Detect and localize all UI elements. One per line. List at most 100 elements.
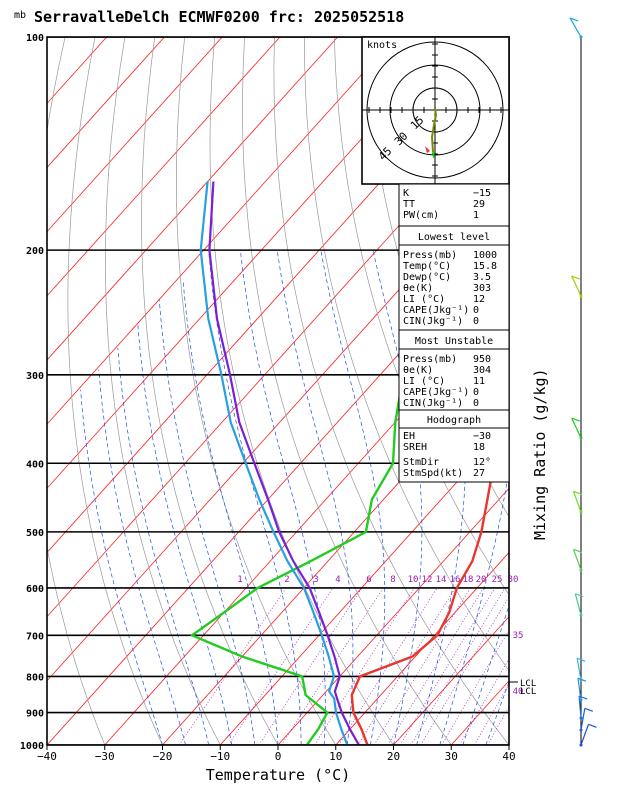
mixing-ratio-label: 12 (422, 575, 433, 585)
wind-barb (580, 724, 590, 746)
pressure-tick-label: 800 (26, 672, 44, 683)
moist-adiabat (372, 250, 423, 745)
stat-value: 0 (473, 387, 479, 398)
stat-key: Press(mb) (403, 354, 457, 365)
mixing-ratio-label: 3 (313, 575, 318, 585)
stat-value: 3.5 (473, 272, 491, 283)
isotherm-line (393, 616, 509, 745)
dry-adiabat (333, 37, 509, 596)
stat-key: LI (°C) (403, 294, 445, 305)
stat-key: CIN(Jkg⁻¹) (403, 316, 463, 327)
moist-adiabat (208, 250, 302, 745)
wind-barb-flag (573, 490, 582, 495)
stat-key: PW(cm) (403, 210, 439, 221)
wind-barb-dot (579, 35, 583, 39)
lcl-label: LCL (520, 687, 536, 697)
x-tick-label: −30 (95, 750, 115, 763)
mixing-ratio-line (373, 587, 471, 745)
hodograph-trace-lower (432, 151, 435, 159)
pressure-tick-label: 600 (26, 584, 44, 595)
wind-barb-dot (579, 698, 583, 702)
x-tick-label: −20 (153, 750, 173, 763)
wind-barb-dot (579, 436, 583, 440)
isotherm-line (219, 423, 509, 745)
wind-barb-dot (579, 294, 583, 298)
mixing-ratio-line (387, 587, 484, 745)
dry-adiabat (574, 37, 618, 745)
wind-barb-dot (579, 510, 583, 514)
mixing-ratio-label: 10 (408, 575, 419, 585)
wind-barb (576, 658, 582, 681)
mixing-ratio-label: 2 (284, 575, 289, 585)
section-header: Lowest level (418, 232, 490, 243)
pressure-tick-label: 500 (26, 528, 44, 539)
x-tick-label: 40 (502, 750, 515, 763)
pressure-tick-label: 300 (26, 371, 44, 382)
stat-value: 303 (473, 283, 491, 294)
moist-adiabat (98, 369, 186, 745)
wind-barb-flag (588, 723, 597, 728)
mixing-ratio-label: 20 (476, 575, 487, 585)
stat-value: 12 (473, 294, 485, 305)
wind-barb-dot (579, 568, 583, 572)
stat-value: 304 (473, 365, 491, 376)
moist-adiabat (158, 299, 256, 745)
mixing-ratio-line (459, 658, 509, 745)
wind-barb-dot (579, 716, 583, 720)
stat-key: StmSpd(kt) (403, 468, 463, 479)
wind-barb-dot (579, 743, 583, 747)
dry-adiabat (67, 37, 163, 745)
wind-barb (572, 549, 582, 571)
mixing-ratio-line (420, 596, 509, 745)
mixing-ratio-label: 18 (463, 575, 474, 585)
dry-adiabat (105, 37, 221, 745)
stat-value: 0 (473, 316, 479, 327)
x-tick-label: −40 (37, 750, 57, 763)
mixing-ratio-line (487, 706, 509, 745)
wind-barb (569, 17, 582, 38)
stat-key: Temp(°C) (403, 261, 451, 272)
dry-adiabat (47, 37, 106, 745)
pressure-tick-label: 200 (26, 246, 44, 257)
wind-barb (571, 417, 582, 439)
pressure-tick-label: 700 (26, 631, 44, 642)
mixing-ratio-line (441, 629, 509, 745)
stat-key: CAPE(Jkg⁻¹) (403, 387, 469, 398)
mixing-ratio-line (178, 587, 287, 745)
isotherm-line (47, 37, 454, 489)
isotherm-line (47, 37, 165, 169)
pressure-tick-label: 100 (26, 33, 44, 44)
stat-value: 18 (473, 442, 485, 453)
stat-value: 0 (473, 398, 479, 409)
isotherm-line (47, 37, 396, 425)
moist-adiabat (137, 324, 233, 745)
hodograph-trace (430, 107, 438, 153)
stat-value: 1000 (473, 250, 497, 261)
mixing-ratio-line (338, 587, 438, 745)
stat-value: 1 (473, 210, 479, 221)
isotherm-line (47, 37, 338, 361)
stat-value: −15 (473, 188, 491, 199)
mixing-ratio-label: 25 (492, 575, 503, 585)
mixing-ratio-label: 4 (335, 575, 340, 585)
x-tick-label: 10 (329, 750, 342, 763)
chart-title: SerravalleDelCh ECMWF0200 frc: 202505251… (34, 8, 404, 26)
stat-value: 29 (473, 199, 485, 210)
moist-adiabat (117, 347, 210, 745)
x-axis-label: Temperature (°C) (206, 766, 351, 784)
isotherm-line (47, 37, 281, 297)
stat-value: 15.8 (473, 261, 497, 272)
moist-adiabat (320, 250, 386, 745)
y-axis-unit-label: mb (14, 10, 26, 21)
dry-adiabat (273, 37, 509, 745)
stat-key: K (403, 188, 409, 199)
mixing-ratio-label: 35 (513, 631, 524, 641)
dry-adiabat (604, 37, 618, 745)
isotherm-line (47, 37, 223, 233)
mixing-ratio-label: 16 (450, 575, 461, 585)
pressure-tick-label: 1000 (20, 741, 44, 752)
pressure-tick-label: 400 (26, 459, 44, 470)
stat-value: 12° (473, 457, 491, 468)
mixing-ratio-line (314, 587, 415, 745)
stat-key: θe(K) (403, 283, 433, 294)
